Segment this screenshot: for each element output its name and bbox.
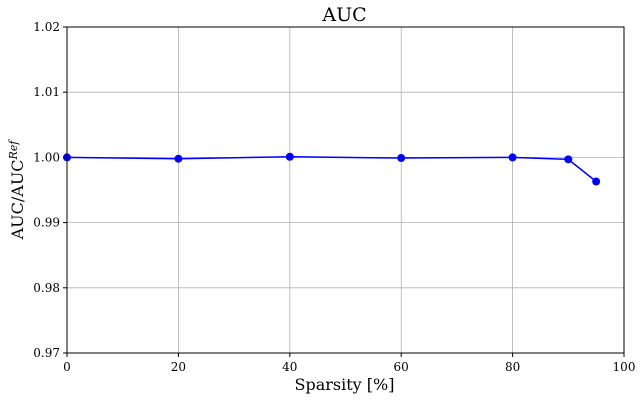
data-point: [397, 154, 406, 163]
series-line: [66, 155, 597, 183]
x-tick-label: 80: [505, 360, 520, 374]
y-tick-label: 1.02: [33, 20, 60, 34]
grid: [66, 26, 625, 354]
x-axis-label: Sparsity [%]: [295, 375, 395, 394]
y-axis-label-superscript: Ref: [7, 139, 20, 161]
y-tick-label: 1.00: [33, 150, 60, 164]
data-point: [174, 154, 183, 163]
x-tick-label: 100: [613, 360, 636, 374]
chart-title: AUC: [321, 4, 366, 26]
data-point: [285, 152, 294, 161]
y-axis-label-main: AUC/AUC: [8, 159, 27, 240]
x-tick-label: 60: [394, 360, 409, 374]
y-axis-label: AUC/AUCRef: [7, 139, 27, 241]
plot-frame: [66, 26, 625, 354]
y-tick-label: 0.99: [33, 216, 60, 230]
x-tick-label: 40: [282, 360, 297, 374]
x-tick-label: 20: [171, 360, 186, 374]
y-tick-label: 0.98: [33, 281, 60, 295]
y-tick-label: 1.01: [33, 85, 60, 99]
x-tick-label: 0: [63, 360, 71, 374]
axis-ticks: 0 20 40 60 80 100 0.97 0.98 0.99 1.00 1.01 1.02: [33, 20, 635, 374]
series-layer: [63, 152, 601, 186]
data-point: [508, 153, 517, 162]
data-point: [564, 155, 573, 164]
data-point: [592, 177, 601, 186]
y-tick-label: 0.97: [33, 346, 60, 360]
